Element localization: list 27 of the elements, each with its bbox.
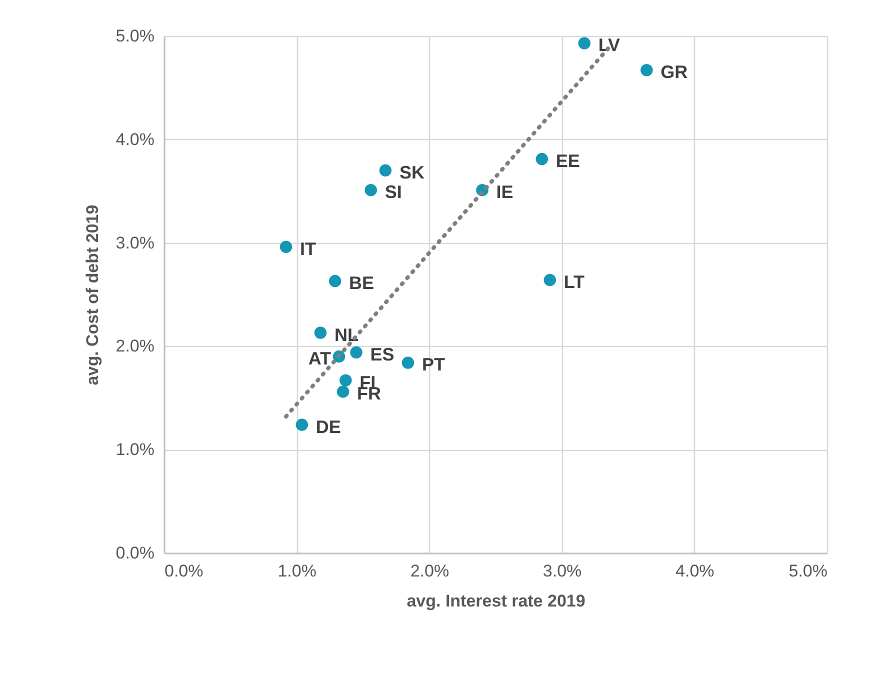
x-tick-label: 0.0% xyxy=(164,562,204,580)
data-label: EE xyxy=(556,151,580,172)
data-label: DE xyxy=(316,416,341,437)
y-tick-label: 1.0% xyxy=(116,440,154,460)
data-label: ES xyxy=(370,344,394,364)
data-label: BE xyxy=(349,273,374,294)
x-tick-label: 4.0% xyxy=(676,562,714,580)
data-label: IE xyxy=(496,182,514,202)
data-label: PT xyxy=(422,354,445,375)
data-label: LT xyxy=(564,272,585,292)
data-label: NL xyxy=(334,324,358,345)
y-tick-label: 3.0% xyxy=(116,233,154,252)
y-tick-label: 4.0% xyxy=(116,130,154,149)
y-tick-label: 2.0% xyxy=(116,336,154,356)
data-label: SI xyxy=(384,182,402,202)
y-axis-title: avg. Cost of debt 2019 xyxy=(82,204,102,386)
data-label: IT xyxy=(300,238,316,259)
x-tick-label: 3.0% xyxy=(542,562,582,580)
x-axis-title: avg. Interest rate 2019 xyxy=(406,592,586,610)
y-tick-label: 0.0% xyxy=(116,544,154,562)
data-label: GR xyxy=(660,62,688,82)
data-label: SK xyxy=(399,162,424,182)
x-tick-label: 1.0% xyxy=(278,562,316,580)
x-tick-label: 5.0% xyxy=(788,562,828,580)
x-tick-label: 2.0% xyxy=(410,562,450,580)
y-tick-label: 5.0% xyxy=(116,26,154,46)
data-label: AT xyxy=(308,348,332,369)
